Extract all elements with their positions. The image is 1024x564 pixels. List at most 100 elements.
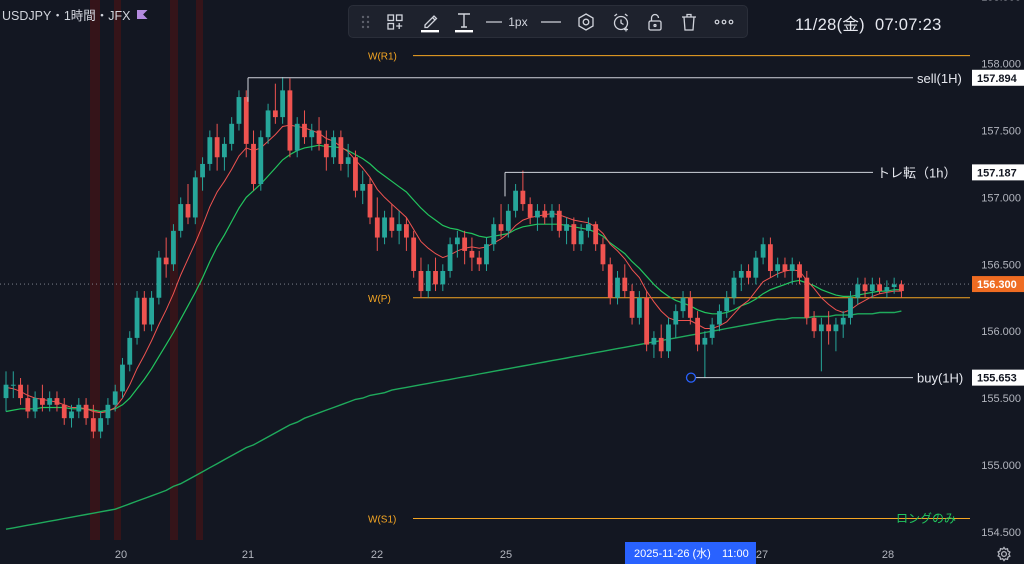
candle [353, 157, 358, 191]
lock-icon[interactable] [638, 5, 672, 38]
candle [411, 237, 417, 271]
line-color-icon[interactable] [412, 5, 446, 38]
candle [171, 230, 176, 265]
session-band [90, 0, 100, 540]
y-tick-label: 155.000 [981, 460, 1021, 472]
symbol-title[interactable]: USDJPY・1時間・JFX [2, 9, 131, 23]
candle [156, 257, 162, 298]
templates-icon[interactable] [378, 5, 412, 38]
gear-icon[interactable] [996, 546, 1012, 562]
crosshair-tag: 2025-11-26 (水) 11:00 [625, 542, 756, 564]
candle [789, 264, 795, 271]
y-tick-label: 158.500 [981, 0, 1021, 4]
settings-icon[interactable] [569, 5, 603, 38]
line-width-label: 1px [508, 14, 528, 29]
candle [811, 317, 817, 332]
candle [47, 398, 53, 405]
candle [615, 277, 620, 298]
candle [185, 204, 191, 218]
x-tick-label: 21 [242, 549, 254, 561]
annotation-marker [685, 372, 697, 383]
candle [578, 230, 584, 245]
candle [542, 210, 548, 218]
candle [862, 284, 868, 292]
candle [687, 297, 693, 318]
candle [294, 123, 300, 151]
x-tick-label: 20 [115, 549, 127, 561]
candle [112, 391, 118, 405]
candle [753, 257, 759, 278]
candle [287, 90, 293, 151]
alert-clock-icon[interactable] [603, 5, 637, 38]
sell-price-tag-bg [972, 69, 1024, 86]
current-price-tag-text: 156.300 [977, 279, 1017, 291]
candle [192, 177, 198, 218]
line-width-button[interactable]: 1px [481, 5, 533, 38]
candle [18, 384, 23, 399]
candle [797, 264, 802, 278]
candle [469, 250, 475, 258]
candle [818, 324, 824, 332]
candle [484, 244, 489, 265]
candle [535, 210, 540, 218]
candle [840, 317, 846, 325]
candle [884, 287, 890, 292]
candle [869, 284, 875, 292]
candle [425, 270, 431, 292]
flag-icon[interactable] [136, 9, 149, 20]
candle [10, 384, 16, 386]
candle [622, 277, 628, 292]
candle [105, 404, 111, 419]
clock: 11/28(金) 07:07:23 [795, 11, 952, 35]
buy-price-tag: 155.653 [972, 369, 1024, 386]
candle [243, 97, 249, 144]
candle [746, 270, 751, 278]
text-color-icon[interactable] [447, 5, 481, 38]
candle [236, 97, 242, 124]
drawing-toolbar: 1px [348, 5, 748, 38]
current-price-tag: 156.300 [972, 276, 1024, 293]
candles-group [3, 76, 904, 439]
candle [513, 190, 518, 211]
trash-icon[interactable] [672, 5, 706, 38]
candle [877, 284, 882, 292]
y-tick-label: 157.500 [981, 126, 1021, 138]
candle [69, 411, 74, 419]
candle [251, 143, 256, 185]
symbol-header[interactable]: USDJPY・1時間・JFX [2, 5, 149, 24]
crosshair-tag-bg [625, 542, 756, 564]
candle [491, 224, 497, 245]
annotation-label: buy(1H) [917, 371, 963, 386]
candle [556, 210, 562, 231]
drag-handle-icon[interactable] [355, 5, 378, 38]
candle [833, 324, 839, 332]
candle [374, 217, 380, 238]
x-tick-label: 27 [756, 549, 768, 561]
candle [651, 337, 657, 345]
line-style-icon[interactable] [533, 5, 569, 38]
candle [54, 398, 60, 405]
candle [629, 291, 635, 318]
candle [695, 317, 700, 345]
candle [3, 384, 9, 399]
x-tick-label: 22 [371, 549, 383, 561]
candle [316, 130, 322, 144]
candle [229, 123, 235, 144]
candle [433, 270, 438, 285]
candle [702, 337, 708, 345]
candle [673, 311, 679, 325]
candle [382, 217, 387, 238]
annotation-label: sell(1H) [917, 71, 962, 86]
candle [134, 297, 140, 338]
pivot-label: W(R1) [368, 52, 397, 63]
candle [214, 137, 220, 158]
x-tick-label: 28 [882, 549, 894, 561]
candle [505, 210, 511, 231]
more-icon[interactable] [707, 5, 741, 38]
candle [447, 244, 453, 271]
candle [899, 284, 904, 292]
current-price-tag-bg [972, 276, 1024, 293]
candle [855, 284, 861, 298]
buy-price-tag-text: 155.653 [977, 373, 1017, 385]
